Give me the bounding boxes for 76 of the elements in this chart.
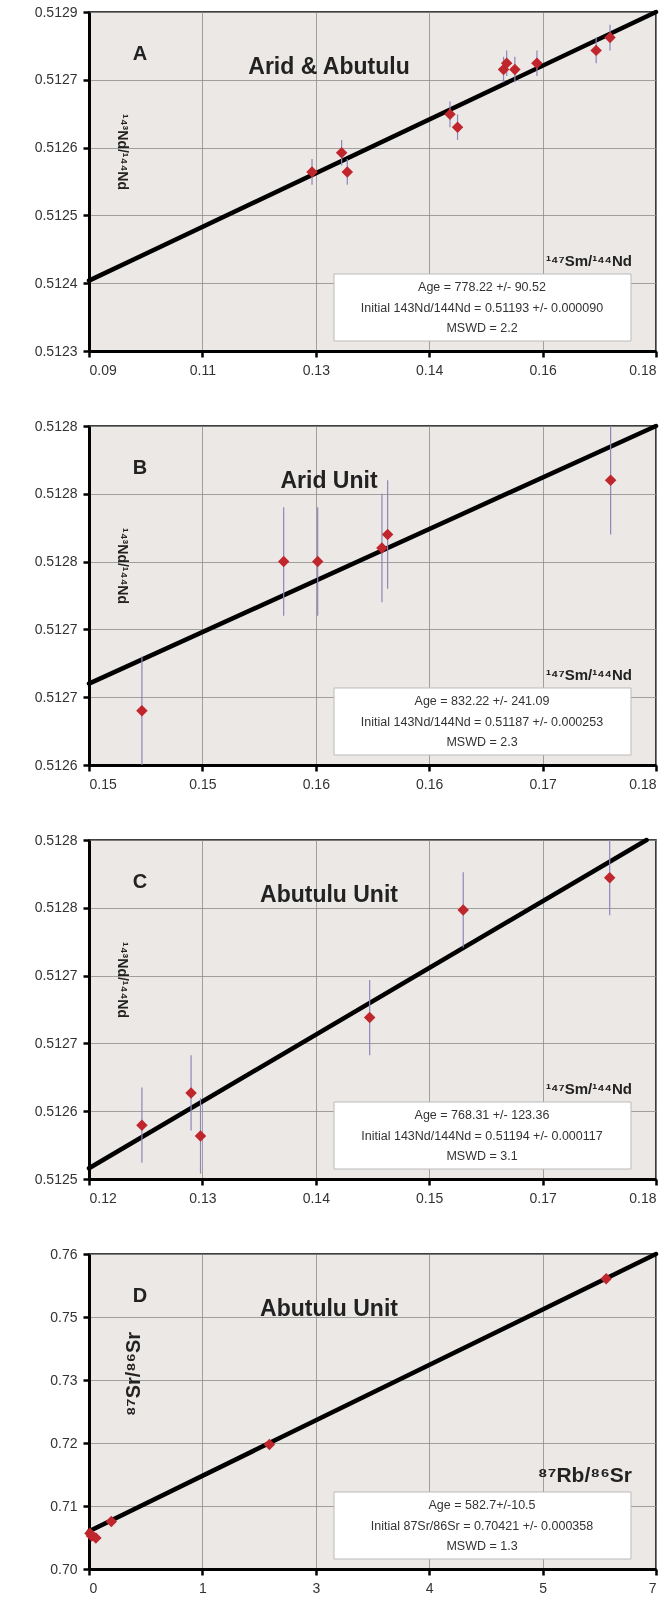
y-tick-label: 0.5127 [34, 1034, 78, 1051]
y-axis-title: ¹⁴³Nd/¹⁴⁴Nd [115, 942, 131, 1018]
x-tick-label: 0.12 [89, 1189, 117, 1206]
annotation: MSWD = 3.1 [446, 1149, 518, 1164]
x-tick-label: 0.17 [529, 1189, 557, 1206]
x-tick-label: 0.11 [189, 361, 217, 378]
annotation: C [132, 870, 148, 892]
annotation: Age = 582.7+/-10.5 [428, 1497, 536, 1512]
annotation: A [132, 42, 148, 64]
annotation: B [132, 456, 148, 478]
x-tick-label: 0.15 [189, 775, 217, 792]
y-tick-label: 0.76 [50, 1245, 78, 1262]
text: Arid Unit [280, 467, 378, 493]
text: Abutulu Unit [260, 881, 399, 907]
x-tick-label: 5 [539, 1579, 548, 1596]
y-tick-label: 0.73 [50, 1371, 78, 1388]
y-axis-title: ⁸⁷Sr/⁸⁶Sr [122, 1331, 144, 1417]
x-tick-label: 0.18 [629, 361, 657, 378]
annotation: Initial 143Nd/144Nd = 0.51193 +/- 0.000090 [360, 300, 604, 315]
x-axis-title: ¹⁴⁷Sm/¹⁴⁴Nd [546, 1080, 632, 1097]
x-tick-label: 0.18 [629, 775, 657, 792]
x-tick-label: 0.16 [529, 361, 557, 378]
x-tick-label: 0.13 [189, 1189, 217, 1206]
x-tick-label: 0.15 [416, 1189, 444, 1206]
x-tick-label: 0.17 [529, 775, 557, 792]
y-tick-label: 0.70 [50, 1560, 78, 1577]
y-tick-label: 0.5123 [34, 342, 78, 359]
x-tick-label: 0 [89, 1579, 98, 1596]
x-axis-title: ¹⁴⁷Sm/¹⁴⁴Nd [546, 666, 632, 683]
annotation: MSWD = 2.2 [446, 321, 518, 336]
y-tick-label: 0.5127 [34, 620, 78, 637]
x-axis-title: ⁸⁷Rb/⁸⁶Sr [537, 1463, 632, 1486]
x-tick-label: 3 [312, 1579, 321, 1596]
y-tick-label: 0.5128 [34, 417, 78, 434]
y-tick-label: 0.5125 [34, 206, 78, 223]
x-tick-label: 7 [648, 1579, 657, 1596]
x-tick-label: 4 [425, 1579, 434, 1596]
x-tick-label: 1 [199, 1579, 207, 1596]
y-tick-label: 0.5126 [34, 756, 78, 773]
x-axis-title: ¹⁴⁷Sm/¹⁴⁴Nd [546, 252, 632, 269]
text: Arid & Abutulu [248, 53, 410, 79]
annotation: MSWD = 2.3 [446, 735, 518, 750]
y-tick-label: 0.5127 [34, 688, 78, 705]
annotation: D [132, 1284, 148, 1306]
x-tick-label: 0.13 [302, 361, 331, 378]
y-tick-label: 0.72 [50, 1434, 78, 1451]
annotation: Age = 768.31 +/- 123.36 [414, 1107, 550, 1122]
x-tick-label: 0.14 [302, 1189, 331, 1206]
annotation: Age = 778.22 +/- 90.52 [418, 279, 546, 294]
y-tick-label: 0.5124 [34, 274, 78, 291]
y-axis-title: ¹⁴³Nd/¹⁴⁴Nd [115, 528, 131, 604]
y-tick-label: 0.5128 [34, 553, 78, 570]
y-tick-label: 0.5128 [34, 485, 78, 502]
annotation: Initial 87Sr/86Sr = 0.70421 +/- 0.000358 [370, 1518, 594, 1533]
x-tick-label: 0.18 [629, 1189, 657, 1206]
y-tick-label: 0.75 [50, 1308, 78, 1325]
y-tick-label: 0.5128 [34, 831, 78, 848]
y-tick-label: 0.5128 [34, 899, 78, 916]
y-tick-label: 0.5127 [34, 967, 78, 984]
y-tick-label: 0.5129 [34, 3, 78, 20]
x-tick-label: 0.15 [89, 775, 117, 792]
y-axis-title: ¹⁴³Nd/¹⁴⁴Nd [115, 114, 131, 190]
y-tick-label: 0.71 [50, 1497, 78, 1514]
x-tick-label: 0.14 [416, 361, 444, 378]
x-tick-label: 0.09 [89, 361, 117, 378]
annotation: Initial 143Nd/144Nd = 0.51187 +/- 0.000253 [360, 714, 604, 729]
y-tick-label: 0.5125 [34, 1170, 78, 1187]
annotation: Initial 143Nd/144Nd = 0.51194 +/- 0.000117 [361, 1128, 603, 1143]
y-tick-label: 0.5126 [34, 139, 78, 156]
annotation: Age = 832.22 +/- 241.09 [414, 693, 550, 708]
text: Abutulu Unit [260, 1295, 399, 1321]
y-tick-label: 0.5126 [34, 1102, 78, 1119]
x-tick-label: 0.16 [416, 775, 444, 792]
annotation: MSWD = 1.3 [446, 1539, 518, 1554]
x-tick-label: 0.16 [302, 775, 331, 792]
y-tick-label: 0.5127 [34, 71, 78, 88]
